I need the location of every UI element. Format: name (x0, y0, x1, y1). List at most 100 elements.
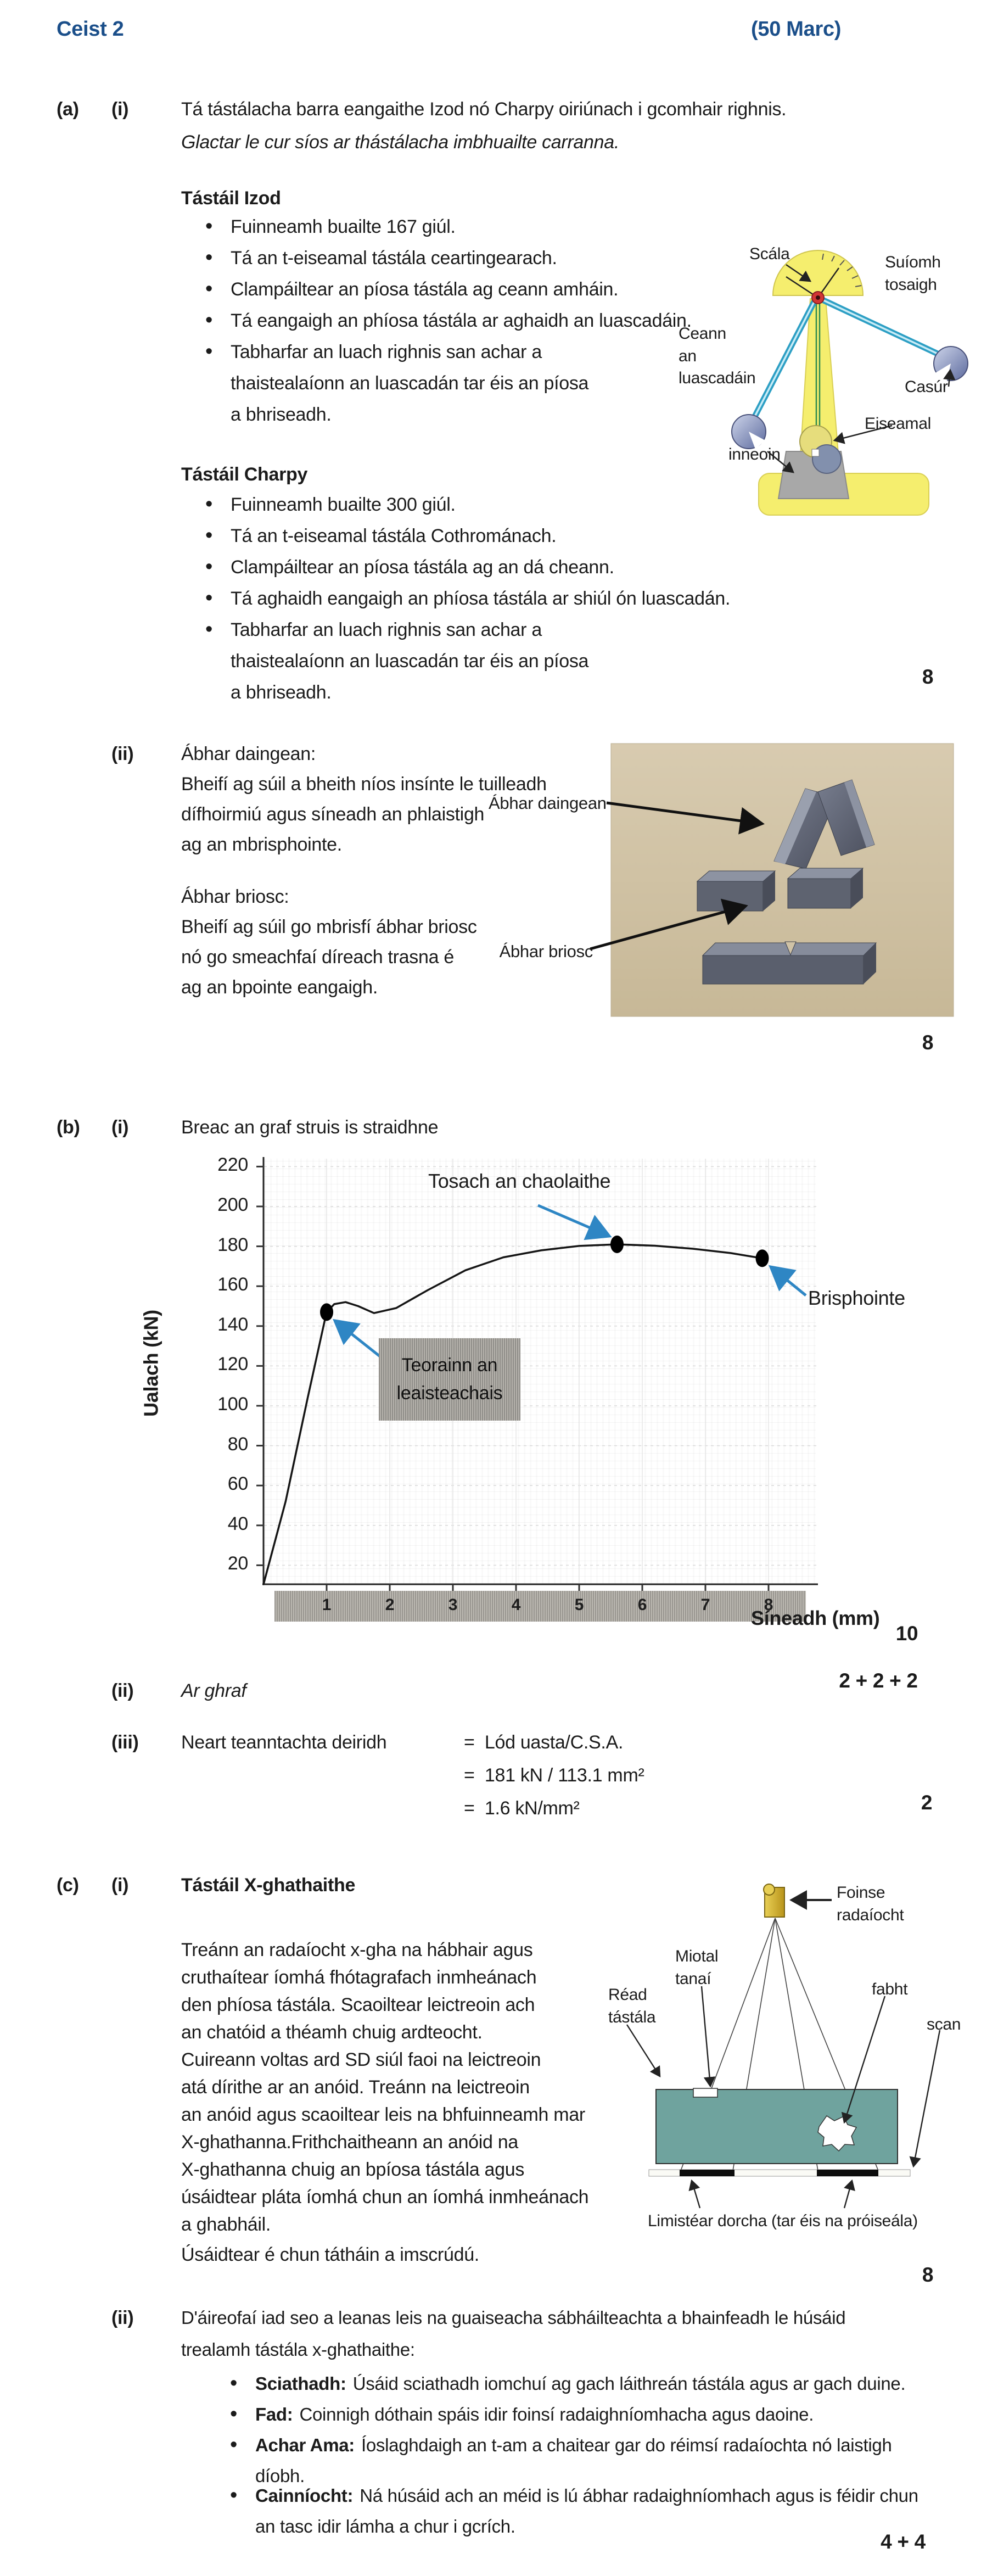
part-c-i-label: (i) (111, 1875, 129, 1896)
briosc-line: ag an bpointe eangaigh. (181, 977, 378, 998)
scale-protractor (772, 250, 864, 296)
a-i-intro: Tá tástálacha barra eangaithe Izod nó Ch… (181, 99, 787, 120)
marks-b-ii: 2 + 2 + 2 (839, 1669, 918, 1692)
x-axis-tick-label: 7 (700, 1596, 710, 1614)
charpy-bullet-cont: a bhriseadh. (231, 682, 332, 703)
xray-para-line: cruthaítear íomhá fhótagrafach inmheánac… (181, 1967, 537, 1988)
marks-b-iii: 2 (921, 1791, 933, 1814)
y-axis-tick-label: 120 (217, 1354, 248, 1375)
x-axis-tick-label: 8 (764, 1596, 773, 1614)
thin-metal-arrow-icon (700, 1986, 716, 2088)
bullet-text: Úsáid sciathadh iomchuí ag gach láithreá… (352, 2373, 906, 2394)
chart-canvas (256, 1157, 818, 1591)
charpy-bullet: Tabharfar an luach righnis san achar a (205, 617, 542, 642)
charpy-bullet-cont: thaistealaíonn an luascadán tar éis an p… (231, 651, 589, 672)
label-casur: Casúr (905, 378, 948, 396)
load-extension-curve (262, 1243, 764, 1585)
section-b-label: (b) (57, 1117, 80, 1138)
izod-bullet: Tabharfar an luach righnis san achar a (205, 339, 542, 365)
y-axis-tick-label: 180 (217, 1234, 248, 1255)
briosc-arrow-icon (590, 898, 748, 951)
x-axis-tick-label: 4 (511, 1596, 521, 1614)
label-ceann-an-luascadain: Ceann an luascadáin (679, 325, 756, 387)
thin-metal-notch (693, 2088, 718, 2098)
label-scala: Scála (749, 245, 790, 263)
briosc-heading: Ábhar briosc: (181, 886, 289, 907)
y-axis-labels: 20 40 60 80 100 120 140 160 180 200 220 (187, 1145, 939, 1642)
x-axis-tick-label: 3 (448, 1596, 458, 1614)
photo-label-daingean: Ábhar daingean (489, 794, 607, 813)
tough-specimen-left-face (774, 789, 816, 864)
bullet-text: Ná húsáid ach an méid is lú ábhar radaig… (360, 2485, 918, 2506)
scale-ticks (822, 253, 862, 287)
plot-area (264, 1159, 816, 1584)
label-arrows (767, 264, 956, 473)
c-ii-intro-line: D'áireofaí iad seo a leanas leis na guai… (181, 2307, 846, 2328)
y-axis-tick-label: 80 (227, 1433, 249, 1455)
label-limistear-dorcha: Limistéar dorcha (tar éis na próiseála) (648, 2212, 918, 2230)
dark-area-arrow-icon (688, 2179, 701, 2209)
x-axis-band: 1 2 3 4 5 6 7 8 (274, 1591, 806, 1622)
xray-para-line: an chatóid a théamh chuig ardteocht. (181, 2022, 483, 2043)
section-a-label: (a) (57, 99, 79, 120)
notched-bar-side (864, 943, 876, 984)
bullet-lead: Sciathadh: (255, 2373, 346, 2394)
marks-c-ii: 4 + 4 (881, 2530, 926, 2553)
brittle-half-2 (787, 878, 851, 909)
hammer-left-notch (749, 432, 765, 449)
x-axis-tick-label: 1 (322, 1596, 332, 1614)
bullet-lead: Fad: (255, 2404, 293, 2424)
load-extension-chart: 20 40 60 80 100 120 140 160 180 200 220 1 2 3 4 5 6 7 8 T… (187, 1145, 939, 1642)
izod-bullet: Tá eangaigh an phíosa tástála ar aghaidh… (205, 308, 692, 333)
marks-b-i: 10 (895, 1622, 918, 1645)
graph-title: Breac an graf struis is straidhne (181, 1117, 439, 1138)
xray-para-line: úsáidtear pláta íomhá chun an íomhá inmh… (181, 2187, 589, 2208)
x-axis-tick-label: 2 (385, 1596, 395, 1614)
axis-ticks (256, 1165, 770, 1591)
anvil-arrow-icon (767, 451, 794, 473)
bullet-text: Coinnigh dóthain spáis idir foinsí radai… (299, 2404, 814, 2424)
specimen-photo-figure: Ábhar daingean Ábhar briosc (489, 741, 955, 1019)
pendulum-arm-highlight (820, 298, 940, 356)
xray-para-line: a ghabháil. (181, 2214, 271, 2235)
y-axis-tick-label: 60 (227, 1473, 249, 1495)
total-marks: (50 Marc) (751, 18, 842, 41)
specimen-photo (590, 743, 954, 1017)
necking-arrow-icon (537, 1204, 612, 1240)
test-object-arrow-icon (626, 2024, 661, 2078)
y-axis-tick-label: 200 (217, 1194, 248, 1215)
part-c-ii-label: (ii) (111, 2307, 134, 2328)
b-iii-eq3: = 1.6 kN/mm² (464, 1798, 580, 1819)
flaw-arrow-icon (841, 1996, 886, 2124)
label-foinse-radaiocht: Foinse radaíocht (837, 1884, 904, 1924)
b-iii-text: Neart teanntachta deiridh (181, 1732, 387, 1753)
safety-bullet-achar-ama: Achar Ama: Íoslaghdaigh an t-am a chaitea… (230, 2432, 892, 2458)
brittle-half-2-top (787, 868, 864, 879)
bullet-lead: Achar Ama: (255, 2435, 355, 2455)
xray-para-line: Treánn an radaíocht x-gha na hábhair agu… (181, 1940, 533, 1960)
part-b-ii-label: (ii) (111, 1680, 134, 1701)
specimen-arrow-icon (833, 424, 893, 444)
break-point-marker (755, 1249, 769, 1267)
daingean-line: ag an mbrisphointe. (181, 834, 342, 855)
marks-c-i: 8 (922, 2264, 934, 2286)
specimen-piece (811, 449, 820, 457)
safety-bullet-cainniocht: Cainníocht: Ná húsáid ach an méid is lú á… (230, 2483, 918, 2509)
part-b-iii-label: (iii) (111, 1732, 139, 1753)
izod-bullet-cont: a bhriseadh. (231, 404, 332, 425)
b-iii-eq2: = 181 kN / 113.1 mm² (464, 1765, 644, 1786)
izod-pendulum-diagram: Scála Suíomh tosaigh Ceann an luascadáin… (679, 236, 998, 527)
dark-area-left (680, 2170, 735, 2176)
x-axis-title: Síneadh (mm) (751, 1607, 880, 1629)
notch-cut (784, 941, 797, 956)
xray-closing: Úsáidtear é chun tátháin a imscrúdú. (181, 2244, 479, 2265)
daingean-heading: Ábhar daingean: (181, 744, 316, 764)
briosc-line: Bheifí ag súil go mbrisfí ábhar briosc (181, 917, 477, 937)
y-axis-tick-label: 40 (227, 1513, 249, 1534)
xray-diagram: Foinse radaíocht Miotal tanaí Réad tástá… (598, 1870, 994, 2238)
hammer-arrow-icon (943, 368, 956, 387)
label-inneoin: inneoin (728, 445, 781, 463)
charpy-bullet: Tá aghaidh eangaigh an phíosa tástála ar… (205, 585, 730, 611)
izod-bullet: Tá an t-eiseamal tástála ceartingearach. (205, 245, 557, 271)
